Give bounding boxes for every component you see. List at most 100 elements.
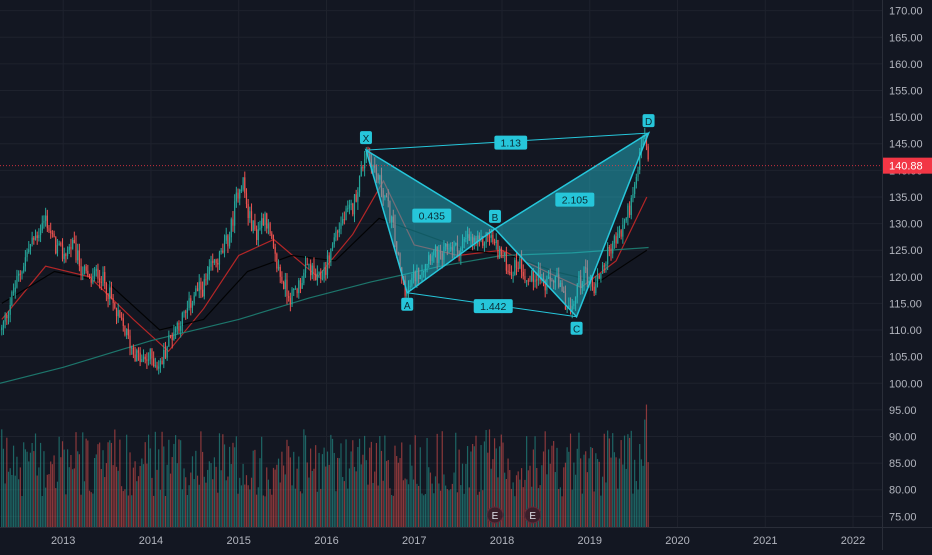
volume-bar <box>630 430 632 527</box>
candle-body <box>384 196 386 198</box>
candle-body <box>522 271 524 277</box>
candle-body <box>178 323 180 331</box>
volume-bar <box>409 444 411 527</box>
candle-body <box>622 224 624 237</box>
volume-bar <box>372 482 374 527</box>
volume-bar <box>622 464 624 527</box>
volume-bar <box>345 439 347 527</box>
candle-body <box>465 238 467 240</box>
candle-body <box>301 283 303 289</box>
volume-bar <box>320 488 322 527</box>
volume-bar <box>264 496 266 527</box>
candle-body <box>466 234 469 239</box>
price-tick-label: 130.00 <box>889 219 923 231</box>
candle-body <box>315 273 317 281</box>
volume-bar <box>434 476 437 527</box>
pattern-point-badge <box>359 131 372 145</box>
volume-bar <box>389 488 391 527</box>
volume-bar <box>578 432 580 527</box>
volume-bar <box>110 442 113 527</box>
candle-body <box>482 236 484 246</box>
candle-body <box>12 291 15 293</box>
volume-bar <box>337 457 339 527</box>
volume-bar <box>559 487 561 527</box>
candle-body <box>146 359 148 361</box>
volume-bar <box>132 467 134 527</box>
volume-bar <box>348 468 351 527</box>
volume-bar <box>66 449 69 527</box>
harmonic-pattern[interactable]: X A B C D 1.13 0.435 2.105 1.442 <box>359 114 655 336</box>
candle-body <box>208 266 210 275</box>
volume-bar <box>466 446 469 527</box>
volume-bar <box>394 445 396 527</box>
candle-body <box>532 270 534 283</box>
candle-body <box>262 218 264 225</box>
candle-body <box>536 279 538 281</box>
candle-body <box>448 248 450 250</box>
candle-body <box>350 203 352 205</box>
volume-bar <box>218 433 221 527</box>
candle-body <box>256 229 258 241</box>
candle-body <box>318 272 320 274</box>
candle-body <box>271 233 273 239</box>
candle-body <box>55 237 57 254</box>
candle-body <box>50 230 52 233</box>
candle-body <box>323 267 325 279</box>
volume-bar <box>120 486 123 527</box>
price-tick-label: 170.00 <box>889 6 923 18</box>
volume-bar <box>595 453 597 527</box>
candle-body <box>483 243 486 246</box>
volume-bar <box>392 495 394 527</box>
candle-body <box>591 275 594 287</box>
candle-body <box>517 267 519 269</box>
time-tick-label: 2018 <box>490 535 514 547</box>
candle-body <box>539 270 541 281</box>
candle-body <box>298 280 300 294</box>
price-tick-label: 115.00 <box>889 298 922 310</box>
volume-bar <box>171 457 173 527</box>
candle-body <box>136 350 138 362</box>
volume-bar <box>323 447 325 527</box>
volume-bar <box>164 495 167 527</box>
volume-bar <box>330 434 332 527</box>
candle-body <box>340 223 342 229</box>
volume-bar <box>90 492 92 527</box>
volume-bar <box>601 476 604 527</box>
candle-body <box>186 307 189 313</box>
volume-bar <box>426 438 428 527</box>
candle-body <box>283 282 285 290</box>
volume-bar <box>296 468 298 527</box>
pattern-point-badge <box>488 209 501 223</box>
volume-bar <box>288 446 290 527</box>
pattern-point-label: D <box>645 117 652 128</box>
candle-body <box>134 354 136 362</box>
volume-bar <box>499 446 501 527</box>
volume-bar <box>72 469 74 527</box>
volume-bar <box>75 432 77 527</box>
candle-body <box>105 283 107 294</box>
price-tick-label: 160.00 <box>889 59 923 71</box>
volume-bar <box>73 468 75 527</box>
volume-bar <box>154 431 156 527</box>
volume-bar <box>544 431 546 527</box>
volume-bar <box>581 493 583 527</box>
volume-bar <box>612 433 614 527</box>
candle-body <box>276 253 278 269</box>
volume-bar <box>585 451 587 527</box>
candle-body <box>183 311 185 313</box>
volume-bar <box>362 454 364 527</box>
volume-bar <box>169 473 172 527</box>
candle-body <box>396 241 398 254</box>
candle-body <box>345 208 347 221</box>
volume-bar <box>414 435 416 527</box>
volume-bar <box>119 439 121 527</box>
candle-body <box>342 219 344 224</box>
candle-body <box>559 283 561 287</box>
volume-bar <box>436 433 438 527</box>
volume-bar <box>144 442 146 527</box>
volume-bar <box>625 468 627 527</box>
candle-body <box>191 303 194 308</box>
volume-bar <box>205 482 207 527</box>
